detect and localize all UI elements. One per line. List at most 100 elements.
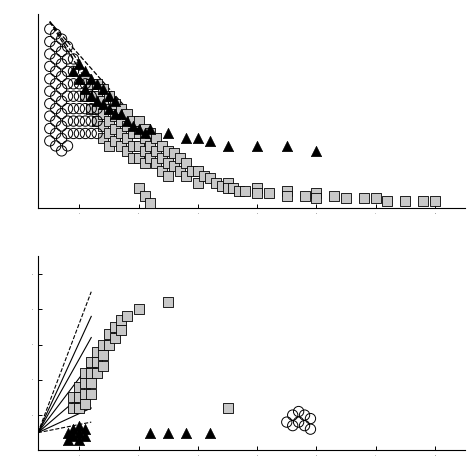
- Point: [105, 92, 113, 100]
- Point: [117, 117, 125, 125]
- Point: [117, 105, 125, 112]
- Point: [99, 85, 107, 92]
- Point: [111, 334, 118, 341]
- Point: [289, 411, 296, 419]
- Point: [75, 404, 83, 412]
- Point: [111, 323, 118, 331]
- Point: [46, 112, 54, 120]
- Point: [117, 130, 125, 137]
- Point: [383, 197, 391, 204]
- Point: [70, 425, 77, 433]
- Point: [265, 189, 273, 197]
- Point: [46, 88, 54, 95]
- Point: [164, 299, 172, 306]
- Point: [70, 55, 77, 63]
- Point: [111, 112, 118, 120]
- Point: [52, 92, 60, 100]
- Point: [283, 142, 291, 150]
- Point: [46, 125, 54, 132]
- Point: [88, 92, 95, 100]
- Point: [46, 75, 54, 82]
- Point: [111, 137, 118, 145]
- Point: [312, 147, 320, 155]
- Point: [301, 422, 308, 429]
- Point: [206, 429, 213, 437]
- Point: [58, 110, 65, 118]
- Point: [88, 80, 95, 88]
- Point: [105, 142, 113, 150]
- Point: [188, 167, 196, 174]
- Point: [141, 125, 148, 132]
- Point: [236, 187, 243, 194]
- Point: [123, 147, 130, 155]
- Point: [70, 432, 77, 440]
- Point: [64, 429, 71, 437]
- Point: [218, 182, 226, 190]
- Point: [141, 147, 148, 155]
- Point: [164, 160, 172, 167]
- Point: [58, 122, 65, 130]
- Point: [64, 92, 71, 100]
- Point: [64, 105, 71, 112]
- Point: [295, 408, 302, 415]
- Point: [135, 184, 142, 192]
- Point: [123, 312, 130, 320]
- Point: [105, 105, 113, 112]
- Point: [99, 110, 107, 118]
- Point: [342, 194, 350, 202]
- Point: [88, 369, 95, 376]
- Point: [70, 80, 77, 88]
- Point: [431, 197, 438, 204]
- Point: [75, 436, 83, 444]
- Point: [64, 142, 71, 150]
- Point: [147, 429, 155, 437]
- Point: [253, 184, 261, 192]
- Point: [129, 130, 137, 137]
- Point: [141, 130, 148, 137]
- Point: [135, 142, 142, 150]
- Point: [182, 160, 190, 167]
- Point: [105, 117, 113, 125]
- Point: [170, 150, 178, 157]
- Point: [182, 429, 190, 437]
- Point: [93, 348, 101, 356]
- Point: [99, 351, 107, 359]
- Point: [135, 125, 142, 132]
- Point: [182, 135, 190, 142]
- Point: [88, 130, 95, 137]
- Point: [88, 380, 95, 387]
- Point: [75, 429, 83, 437]
- Point: [75, 117, 83, 125]
- Point: [141, 192, 148, 200]
- Point: [88, 75, 95, 82]
- Point: [70, 117, 77, 125]
- Point: [147, 155, 155, 162]
- Point: [194, 179, 201, 187]
- Point: [99, 135, 107, 142]
- Point: [301, 192, 308, 200]
- Point: [224, 142, 231, 150]
- Point: [176, 167, 184, 174]
- Point: [93, 80, 101, 88]
- Point: [164, 147, 172, 155]
- Point: [70, 68, 77, 75]
- Point: [224, 184, 231, 192]
- Point: [52, 55, 60, 63]
- Point: [158, 142, 166, 150]
- Point: [253, 142, 261, 150]
- Point: [58, 85, 65, 92]
- Point: [75, 105, 83, 112]
- Point: [105, 92, 113, 100]
- Point: [93, 92, 101, 100]
- Point: [70, 68, 77, 75]
- Point: [64, 68, 71, 75]
- Point: [419, 197, 427, 204]
- Point: [70, 393, 77, 401]
- Point: [52, 130, 60, 137]
- Point: [52, 30, 60, 38]
- Point: [93, 117, 101, 125]
- Point: [52, 43, 60, 50]
- Point: [111, 100, 118, 108]
- Point: [46, 25, 54, 33]
- Point: [46, 50, 54, 58]
